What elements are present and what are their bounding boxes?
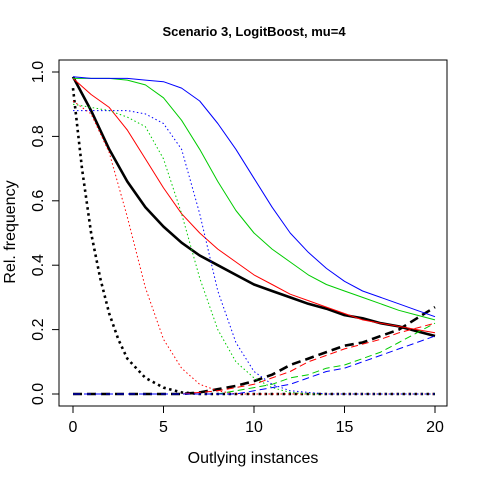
series-line-7 [72, 103, 435, 395]
y-tick-label-3: 0.6 [30, 190, 47, 212]
y-tick-label-5: 1.0 [30, 61, 47, 83]
x-tick-label-4: 20 [426, 419, 444, 436]
y-axis: 0.0 0.2 0.4 0.6 0.8 1.0 [30, 61, 60, 405]
series-line-3 [72, 78, 436, 334]
series-line-2 [73, 305, 436, 396]
series-line-0 [71, 76, 436, 338]
series-line-8 [73, 322, 436, 395]
x-tick-label-1: 5 [159, 419, 168, 436]
series-line-5 [73, 322, 436, 395]
y-axis-label: Rel. frequency [2, 180, 19, 283]
x-tick-label-2: 10 [245, 419, 263, 436]
series-line-10 [73, 110, 435, 395]
x-tick-label-0: 0 [69, 419, 78, 436]
series-layer [71, 76, 436, 396]
series-line-6 [73, 77, 436, 321]
y-tick-label-2: 0.4 [30, 254, 47, 276]
series-line-4 [72, 100, 435, 395]
y-tick-label-4: 0.8 [30, 125, 47, 147]
y-tick-label-1: 0.2 [30, 318, 47, 340]
chart-title: Scenario 3, LogitBoost, mu=4 [162, 24, 346, 39]
x-axis-label: Outlying instances [188, 450, 319, 467]
x-tick-label-3: 15 [336, 419, 354, 436]
y-tick-label-0: 0.0 [30, 383, 47, 405]
x-axis: 0 5 10 15 20 [69, 405, 444, 436]
series-line-11 [73, 335, 436, 395]
series-line-9 [72, 76, 436, 318]
